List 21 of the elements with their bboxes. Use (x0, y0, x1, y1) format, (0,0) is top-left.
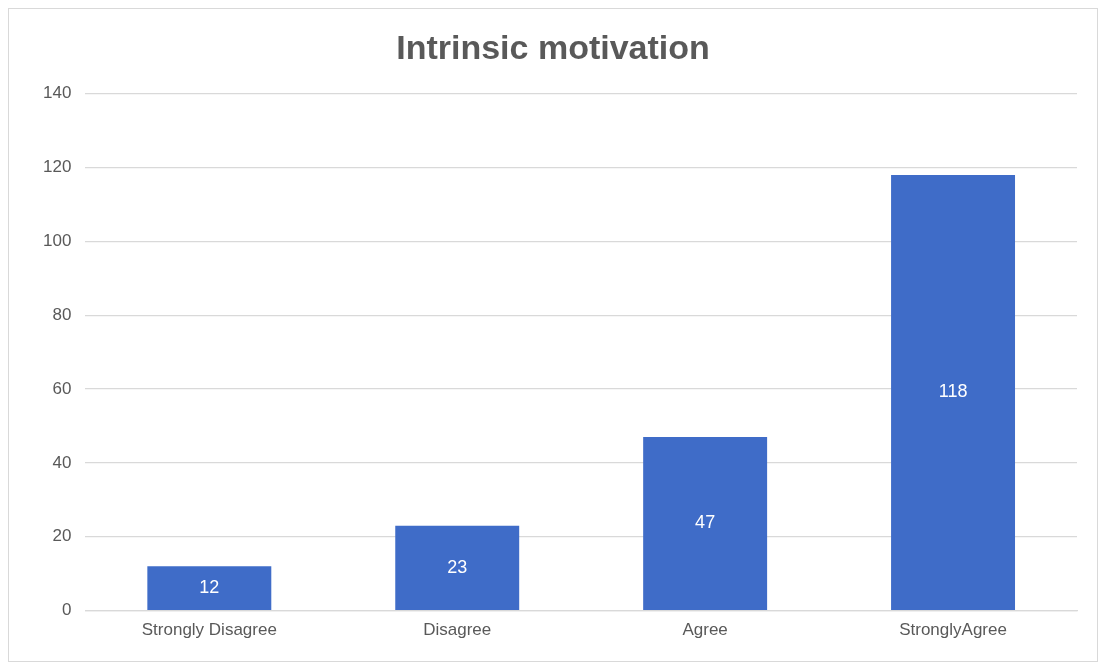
y-tick-label: 60 (52, 378, 72, 398)
data-label: 47 (695, 512, 716, 533)
x-tick-label: Agree (682, 620, 728, 640)
y-tick-label: 40 (52, 452, 72, 472)
chart-title: Intrinsic motivation (396, 27, 710, 66)
y-tick-label: 80 (52, 304, 72, 324)
data-label: 12 (199, 577, 220, 598)
x-tick-label: Strongly Disagree (141, 620, 277, 640)
bar (395, 525, 520, 610)
y-tick-label: 140 (42, 83, 72, 103)
data-label: 118 (938, 381, 968, 402)
y-tick-label: 0 (61, 600, 72, 620)
bar (891, 175, 1016, 610)
y-tick-label: 20 (52, 526, 72, 546)
data-label: 23 (447, 556, 468, 577)
y-tick-label: 100 (42, 231, 72, 251)
bar (147, 566, 272, 610)
bar (643, 437, 768, 610)
y-tick-label: 120 (42, 157, 72, 177)
x-tick-label: Disagree (423, 620, 492, 640)
x-tick-label: StronglyAgree (899, 620, 1007, 640)
